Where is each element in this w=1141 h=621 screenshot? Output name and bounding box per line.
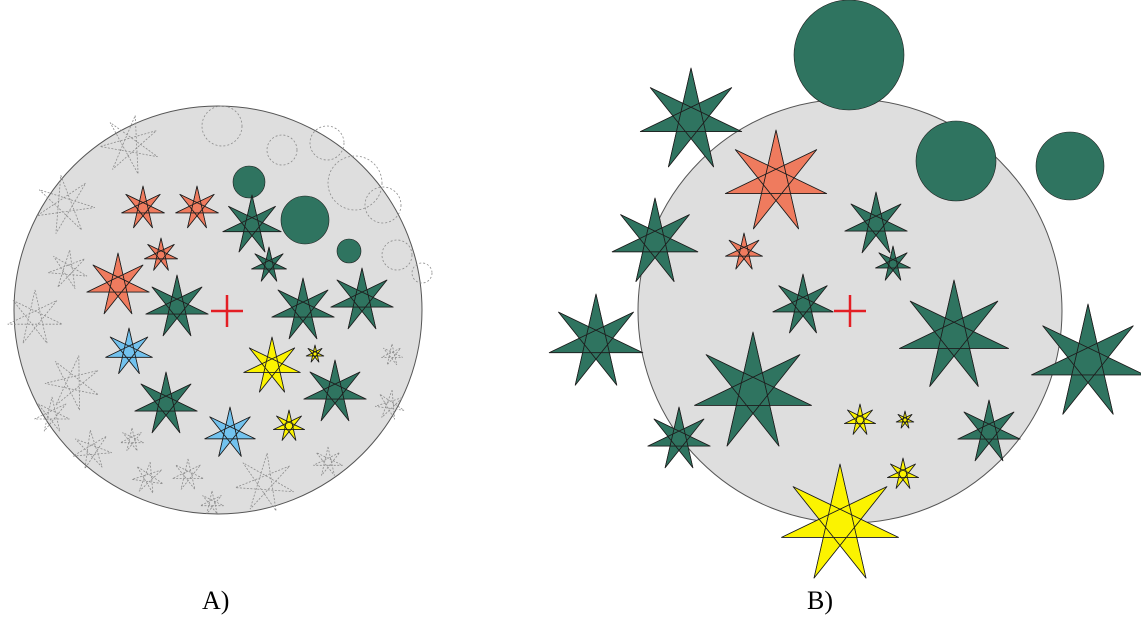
star-outline (271, 277, 335, 339)
panel-b-center-marker (834, 295, 866, 327)
star-outline (105, 327, 153, 374)
star-outline (725, 129, 827, 230)
star-outline (121, 185, 165, 228)
ghost-star-icon (34, 396, 70, 432)
panel-a-label: A) (202, 586, 230, 615)
star-outline (204, 406, 256, 457)
planet-icon (280, 195, 330, 245)
star-outline (1031, 303, 1141, 415)
star-outline (844, 191, 908, 253)
ghost-star-icon (44, 355, 99, 411)
star-outline (306, 344, 324, 363)
ghost-planet-icon (327, 155, 383, 211)
ghost-planet-icon (411, 262, 433, 284)
ghost-star-icon (235, 452, 294, 512)
panel-a-disc-group (7, 105, 433, 515)
ghost-star-icon (200, 490, 224, 515)
panel-a-object-layer (86, 165, 394, 457)
ghost-star-icon (72, 429, 112, 469)
star-outline (640, 67, 742, 168)
star-outline (330, 267, 394, 329)
star-icon (548, 293, 644, 386)
ghost-star-icon (120, 427, 144, 452)
cross-marker-icon (211, 295, 243, 327)
ghost-star-icon (172, 458, 204, 490)
ghost-star-icon (374, 389, 405, 420)
planet-icon (232, 165, 266, 199)
star-outline (251, 246, 287, 282)
star-outline (725, 232, 763, 270)
star-outline (896, 410, 914, 429)
star-outline (611, 197, 699, 282)
panel-b-object-layer (548, 0, 1141, 579)
planet-icon (336, 238, 362, 264)
star-outline (781, 463, 899, 579)
star-outline (647, 406, 711, 468)
panel-b-label: B) (807, 586, 833, 615)
panel-b-disc-group (548, 0, 1141, 579)
ghost-star-icon (313, 446, 343, 476)
star-outline (222, 194, 282, 253)
planet-icon (915, 120, 997, 202)
star-outline (875, 245, 911, 281)
ghost-star-icon (7, 289, 63, 344)
ghost-planet-icon (381, 239, 413, 271)
ghost-star-icon (36, 175, 96, 234)
planet-icon (1035, 131, 1105, 201)
star-outline (86, 252, 150, 314)
star-outline (694, 331, 812, 447)
panel-a-center-marker (211, 295, 243, 327)
star-outline (175, 185, 219, 228)
star-outline (243, 336, 301, 393)
star-outline (303, 359, 367, 421)
star-outline (549, 293, 643, 386)
star-outline (134, 371, 198, 433)
star-outline (273, 409, 305, 441)
ghost-planet-icon (364, 186, 402, 224)
ghost-planet-icon (309, 125, 345, 161)
ghost-star-icon (381, 343, 403, 366)
star-outline (957, 399, 1021, 461)
star-outline (887, 457, 919, 489)
star-outline (899, 279, 1009, 387)
star-outline (844, 403, 876, 435)
star-outline (772, 273, 834, 334)
planet-icon (793, 0, 905, 111)
star-outline (145, 274, 209, 336)
ghost-star-icon (99, 115, 158, 175)
ghost-star-icon (131, 462, 164, 494)
ghost-planet-icon (201, 105, 243, 147)
cross-marker-icon (834, 295, 866, 327)
star-outline (144, 237, 178, 271)
panel-a-ghost-layer (7, 105, 433, 515)
ghost-planet-icon (266, 134, 298, 166)
